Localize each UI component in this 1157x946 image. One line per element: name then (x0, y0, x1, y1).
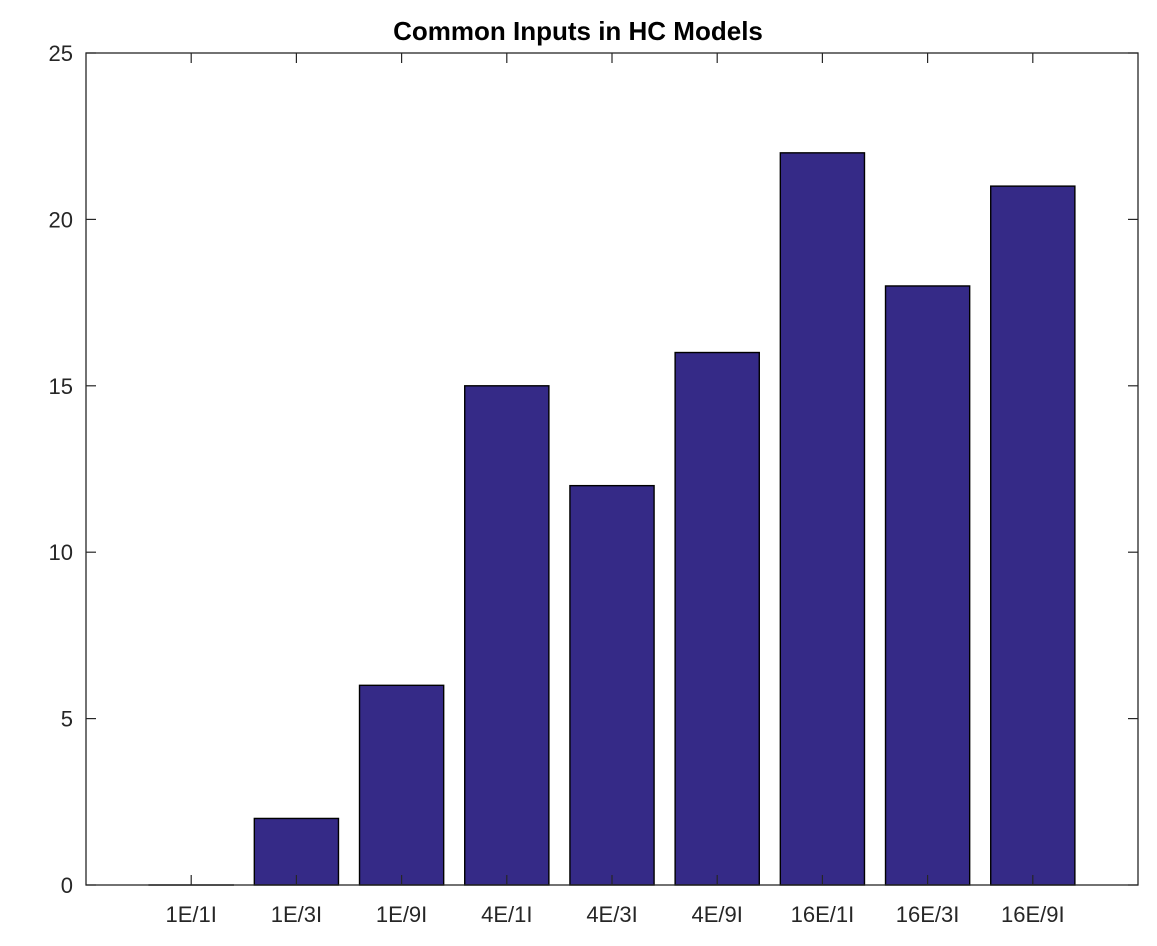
x-tick-label: 16E/3I (896, 902, 960, 927)
x-tick-label: 16E/9I (1001, 902, 1065, 927)
y-tick-label: 5 (61, 707, 73, 732)
bar-16e-1i (780, 153, 864, 885)
y-tick-label: 15 (49, 374, 73, 399)
x-tick-label: 4E/9I (692, 902, 743, 927)
bar-16e-3i (886, 286, 970, 885)
y-tick-label: 0 (61, 873, 73, 898)
y-tick-label: 20 (49, 207, 73, 232)
bars-group (149, 153, 1075, 885)
x-tick-labels: 1E/1I 1E/3I 1E/9I 4E/1I 4E/3I 4E/9I 16E/1I 16E/… (166, 902, 1065, 927)
y-tick-label: 10 (49, 540, 73, 565)
bar-4e-9i (675, 353, 759, 885)
y-tick-label: 25 (49, 41, 73, 66)
x-tick-label: 1E/3I (271, 902, 322, 927)
x-tick-label: 1E/9I (376, 902, 427, 927)
x-tick-label: 16E/1I (791, 902, 855, 927)
bar-16e-9i (991, 186, 1075, 885)
x-tick-label: 1E/1I (166, 902, 217, 927)
x-tick-label: 4E/3I (586, 902, 637, 927)
bar-4e-1i (465, 386, 549, 885)
bar-1e-9i (360, 685, 444, 885)
chart-title: Common Inputs in HC Models (393, 16, 763, 46)
bar-4e-3i (570, 486, 654, 885)
x-tick-label: 4E/1I (481, 902, 532, 927)
y-tick-labels: 0 5 10 15 20 25 (49, 41, 73, 898)
